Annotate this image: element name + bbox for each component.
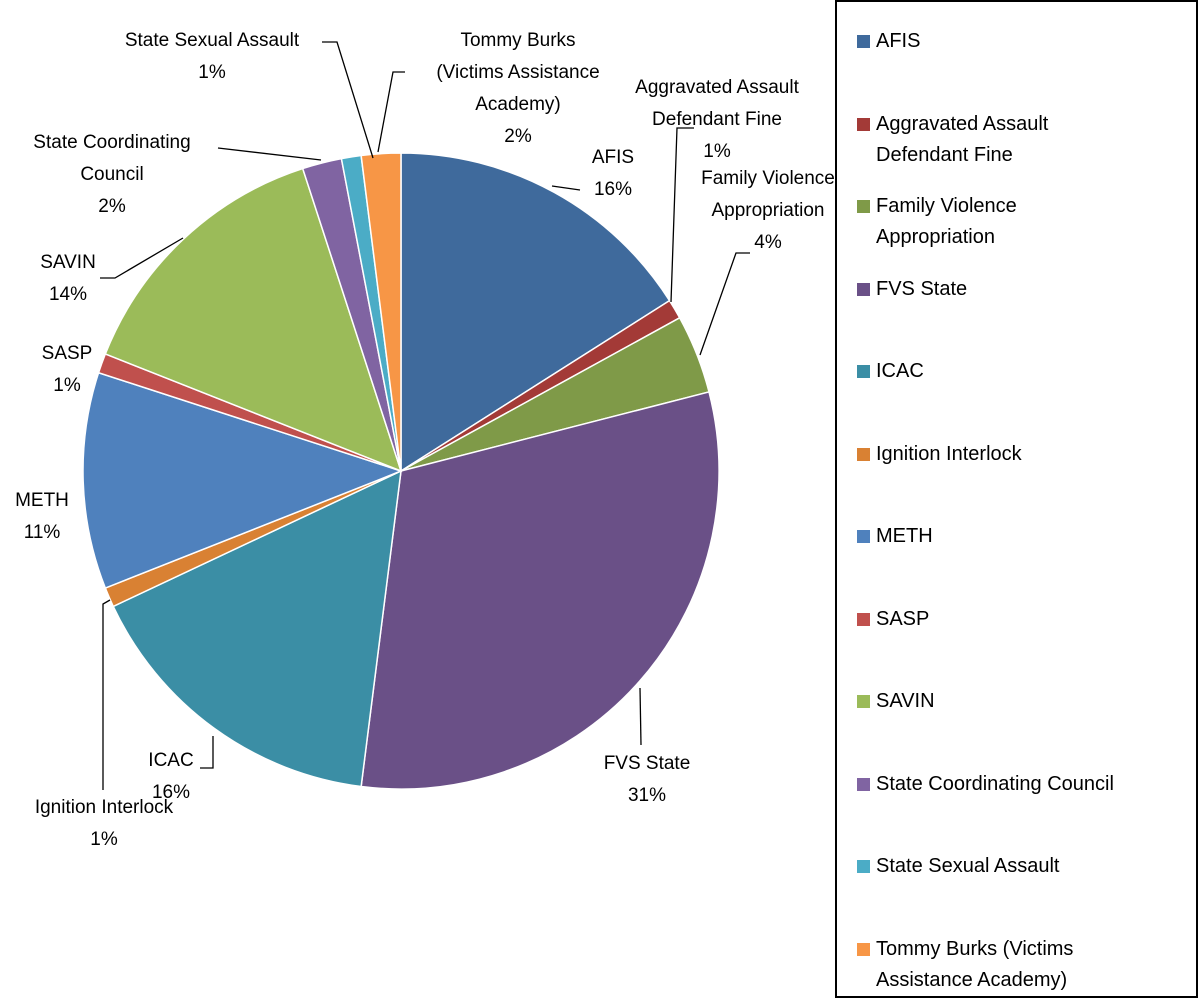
- legend-text: Ignition Interlock: [876, 442, 1022, 465]
- legend-entry: SAVIN: [857, 686, 1157, 717]
- label-name: Ignition Interlock: [34, 797, 174, 818]
- pie-slice: [400, 152, 671, 473]
- legend-entry: State Sexual Assault: [857, 851, 1157, 882]
- label-value: 1%: [90, 829, 118, 850]
- data-label: SAVIN 14%: [23, 247, 113, 311]
- label-name: FVS State: [603, 753, 691, 774]
- leader-line: [200, 736, 214, 769]
- legend-text: State Sexual Assault: [876, 855, 1060, 877]
- legend-entry: AFIS: [857, 26, 1157, 57]
- label-value: 11%: [23, 522, 61, 543]
- legend-text: METH: [876, 525, 933, 547]
- leader-line: [639, 687, 642, 746]
- legend-entry: State Coordinating Council: [857, 769, 1157, 800]
- data-label: METH 11%: [0, 485, 87, 549]
- label-name: State Coordinating Council: [33, 132, 191, 185]
- legend-text: Aggravated Assault Defendant Fine: [876, 112, 1049, 166]
- legend-swatch: [857, 282, 870, 296]
- data-label: ICAC 16%: [121, 745, 221, 809]
- legend-entry: Family Violence Appropriation: [857, 191, 1157, 253]
- label-name: Family Violence Appropriation: [701, 168, 835, 221]
- pie-slice: [360, 152, 402, 472]
- legend-text: SAVIN: [876, 690, 935, 712]
- label-name: State Sexual Assault: [124, 30, 300, 51]
- pie-slice: [112, 469, 402, 788]
- legend-entry: Aggravated Assault Defendant Fine: [857, 109, 1157, 171]
- label-name: AFIS: [591, 147, 635, 168]
- legend-text: SASP: [876, 607, 930, 630]
- label-value: 16%: [151, 782, 191, 803]
- data-label: Aggravated Assault Defendant Fine 1%: [622, 72, 812, 168]
- legend-text: AFIS: [876, 30, 921, 52]
- label-value: 14%: [48, 284, 88, 305]
- legend-swatch: [857, 365, 870, 378]
- legend-entry: Ignition Interlock: [857, 439, 1157, 470]
- label-name: Aggravated Assault Defendant Fine: [635, 77, 799, 130]
- legend-swatch: [857, 530, 870, 543]
- legend-swatch: [857, 860, 870, 873]
- legend-text: ICAC: [876, 360, 924, 382]
- label-name: ICAC: [148, 750, 194, 771]
- legend-swatch: [857, 447, 870, 461]
- label-name: SAVIN: [40, 252, 96, 273]
- leader-line: [217, 147, 322, 161]
- leader-line: [322, 41, 374, 159]
- label-value: 2%: [504, 126, 532, 147]
- label-value: 1%: [53, 375, 81, 396]
- leader-line: [670, 127, 694, 303]
- label-name: METH: [15, 490, 69, 511]
- legend-swatch: [857, 777, 870, 791]
- legend-entry: ICAC: [857, 356, 1157, 387]
- legend-swatch: [857, 942, 870, 956]
- label-name: Tommy Burks (Victims Assistance Academy): [436, 30, 600, 115]
- label-value: 31%: [627, 785, 667, 806]
- pie-chart: [82, 41, 750, 790]
- data-label: State Sexual Assault 1%: [92, 25, 332, 89]
- leader-line: [377, 71, 405, 153]
- data-label: Tommy Burks (Victims Assistance Academy)…: [428, 25, 608, 153]
- leader-line: [102, 599, 111, 790]
- legend-entry: METH: [857, 521, 1157, 552]
- label-value: 2%: [98, 196, 126, 217]
- legend-swatch: [857, 612, 870, 626]
- leader-line: [100, 237, 184, 279]
- legend-text: State Coordinating Council: [876, 772, 1114, 795]
- pie-slice: [360, 391, 720, 790]
- leader-line: [699, 252, 750, 356]
- legend-text: FVS State: [876, 277, 968, 300]
- label-value: 16%: [593, 179, 633, 200]
- legend-text: Tommy Burks (Victims Assistance Academy): [876, 937, 1074, 991]
- data-label: AFIS 16%: [553, 142, 673, 206]
- data-label: Ignition Interlock 1%: [4, 792, 204, 856]
- legend-entry: FVS State: [857, 274, 1157, 305]
- legend-entry: Tommy Burks (Victims Assistance Academy): [857, 934, 1157, 996]
- label-value: 1%: [703, 141, 731, 162]
- label-value: 4%: [754, 232, 782, 253]
- data-label: State Coordinating Council 2%: [7, 127, 217, 223]
- legend-swatch: [857, 35, 870, 48]
- leader-line: [551, 185, 581, 191]
- legend: AFIS Aggravated Assault Defendant Fine Fam…: [835, 0, 1198, 998]
- data-label: FVS State 31%: [587, 748, 707, 812]
- legend-swatch: [857, 200, 870, 213]
- pie-slice: [82, 371, 404, 590]
- legend-swatch: [857, 117, 870, 131]
- label-value: 1%: [198, 62, 226, 83]
- label-name: SASP: [41, 343, 93, 364]
- data-label: SASP 1%: [22, 338, 112, 402]
- legend-text: Family Violence Appropriation: [876, 195, 1017, 248]
- legend-entry: SASP: [857, 604, 1157, 635]
- data-label: Family Violence Appropriation 4%: [678, 163, 858, 259]
- legend-swatch: [857, 695, 870, 708]
